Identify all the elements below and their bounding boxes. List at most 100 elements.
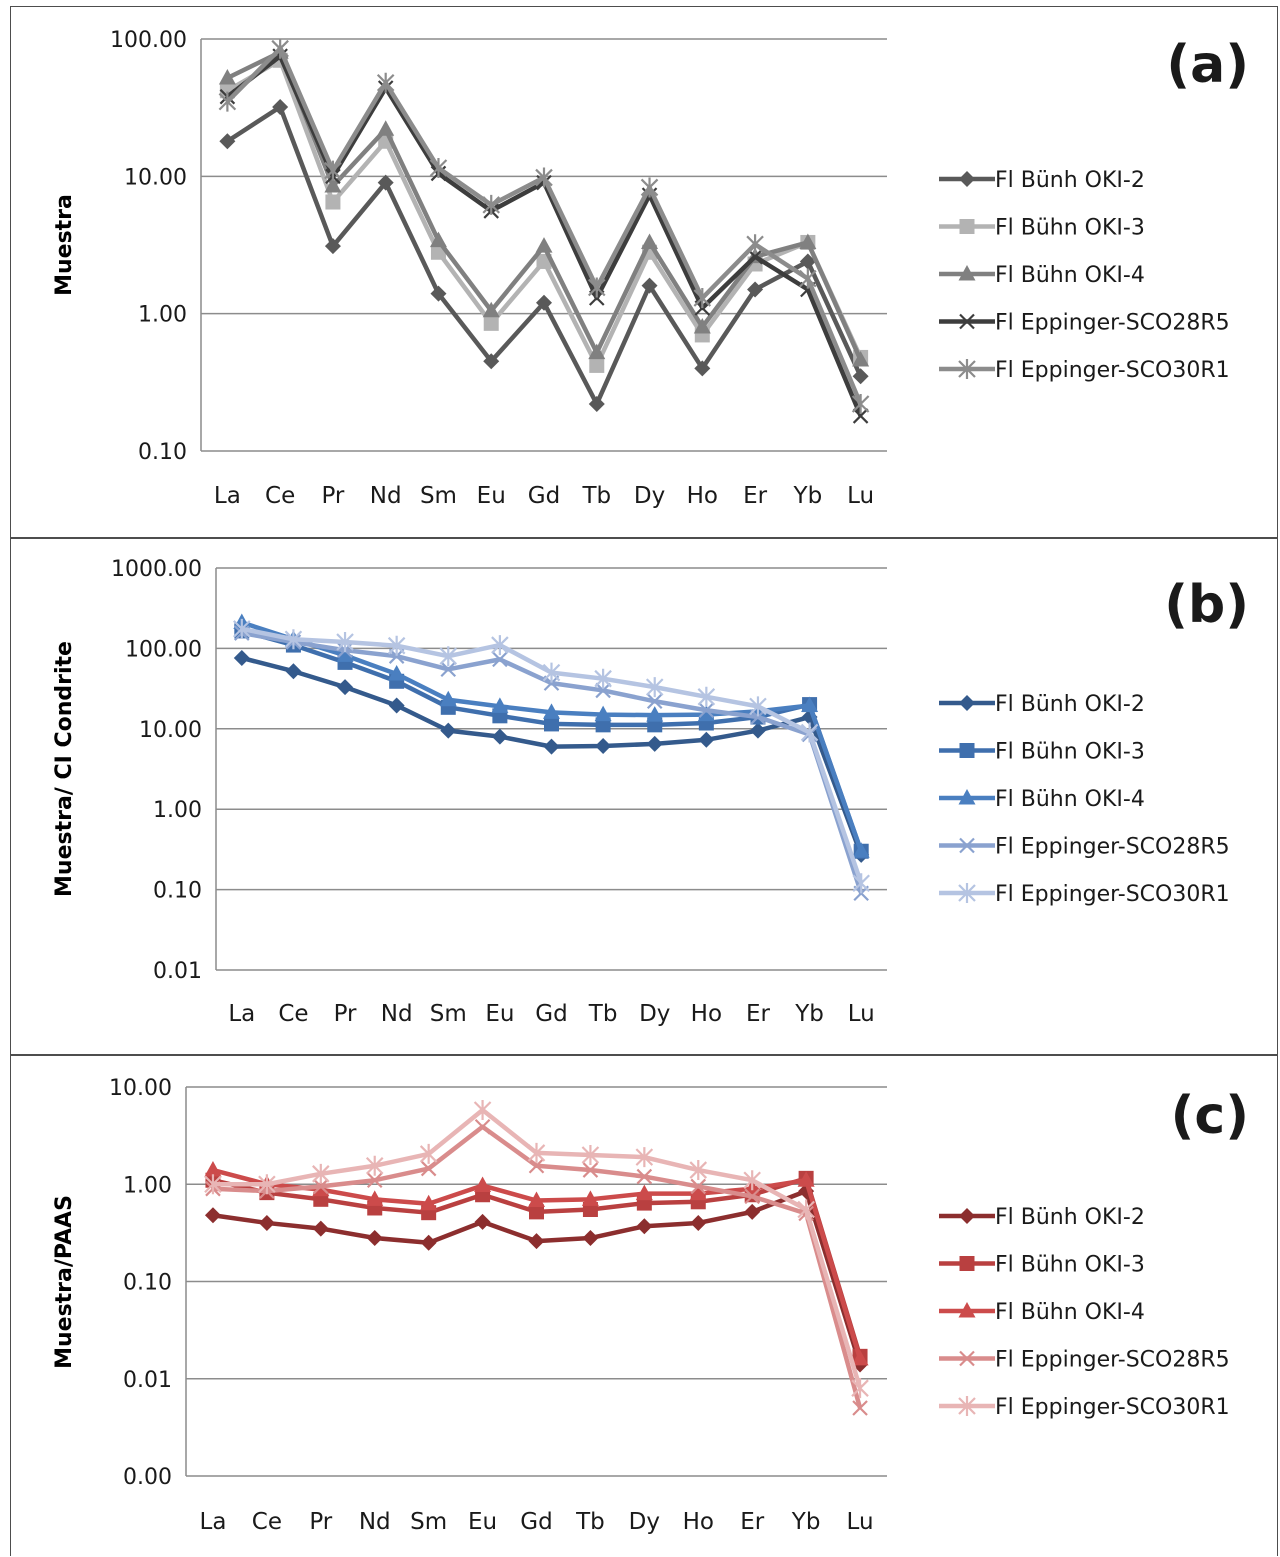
legend-label: Fl Bünh OKI-2 <box>995 1205 1145 1230</box>
data-point <box>218 69 236 85</box>
data-point <box>594 668 612 689</box>
data-point <box>646 706 664 722</box>
chart-panel-a: 100.00 10.00 1.00 0.10 Muestra La Ce Pr Nd Sm Eu Gd… <box>10 6 1278 538</box>
data-point <box>594 705 612 722</box>
data-point <box>204 1174 222 1195</box>
x-tick-label: Yb <box>794 1001 824 1027</box>
x-tick-label: Sm <box>420 483 457 509</box>
y-tick-label: 0.10 <box>123 1271 172 1296</box>
legend-item: Fl Bühn OKI-3 <box>939 1253 1145 1278</box>
chart-panel-b: 1000.00 100.00 10.00 1.00 0.10 0.01 Muestra/ C… <box>10 538 1278 1055</box>
data-point <box>689 1160 708 1181</box>
data-point <box>636 1218 653 1235</box>
series-line <box>241 655 864 856</box>
legend-item: Fl Eppinger-SCO30R1 <box>939 882 1230 907</box>
data-point <box>542 662 561 683</box>
data-point <box>635 1184 653 1201</box>
legend-marker <box>958 359 976 379</box>
data-point <box>491 697 509 713</box>
data-point <box>420 1234 437 1251</box>
x-tick-label: Nd <box>370 483 402 509</box>
x-tick-label: Dy <box>634 483 665 509</box>
legend-label: Fl Eppinger-SCO30R1 <box>995 358 1230 383</box>
legend-item: Fl Bühn OKI-4 <box>939 787 1145 812</box>
x-tick-label: La <box>200 1509 227 1535</box>
series-line <box>226 53 863 417</box>
data-point <box>527 1142 546 1163</box>
x-tick-label: Gd <box>528 483 560 509</box>
legend-marker <box>959 837 975 854</box>
data-point <box>582 1230 599 1247</box>
data-point <box>312 1220 329 1237</box>
x-tick-label: Yb <box>791 1509 821 1535</box>
y-axis-label: Muestra <box>52 194 77 296</box>
x-tick-label: Eu <box>468 1509 497 1535</box>
data-point <box>799 253 816 270</box>
series-1 <box>219 98 869 412</box>
x-tick-label: Dy <box>639 1001 670 1027</box>
data-point <box>430 285 447 302</box>
legend-marker <box>958 1302 976 1318</box>
legend-label: Fl Bühn OKI-4 <box>995 1300 1145 1325</box>
x-tick-label: Er <box>746 1001 771 1027</box>
data-point <box>698 731 715 748</box>
data-point <box>536 294 552 311</box>
y-axis-label: Muestra/ CI Condrite <box>52 641 77 897</box>
data-point <box>581 1144 600 1165</box>
legend-label: Fl Bühn OKI-3 <box>995 1253 1145 1278</box>
data-point <box>474 1213 491 1230</box>
data-point <box>233 649 250 666</box>
data-point <box>440 722 457 739</box>
data-point <box>746 234 764 255</box>
data-point <box>851 393 870 414</box>
data-point <box>420 1160 437 1177</box>
x-tick-label: Nd <box>359 1509 391 1535</box>
x-tick-label: Sm <box>430 1001 467 1027</box>
y-tick-label: 10.00 <box>109 1076 172 1101</box>
x-tick-label: Ho <box>687 483 718 509</box>
chart-b-svg: 1000.00 100.00 10.00 1.00 0.10 0.01 Muestra/ C… <box>52 557 1230 1027</box>
data-point <box>797 1171 815 1187</box>
data-point <box>641 277 658 294</box>
data-point <box>543 738 560 755</box>
data-point <box>595 738 612 755</box>
series-4 <box>219 48 869 424</box>
series-line <box>212 1124 863 1409</box>
data-point <box>366 1190 384 1206</box>
legend-marker <box>959 1256 975 1271</box>
data-point <box>535 167 553 188</box>
data-point <box>535 237 553 253</box>
data-point <box>749 696 767 717</box>
series-3 <box>233 613 870 858</box>
data-point <box>491 635 509 656</box>
data-point <box>588 343 606 360</box>
data-point <box>439 690 457 707</box>
data-point <box>440 661 457 678</box>
data-point <box>747 281 764 298</box>
data-point <box>387 635 406 656</box>
y-tick-label: 1.00 <box>138 303 187 328</box>
data-point <box>258 1174 276 1195</box>
x-tick-label: Gd <box>520 1509 552 1535</box>
x-tick-label: Ce <box>265 483 295 509</box>
y-tick-label: 1000.00 <box>111 557 202 582</box>
data-point <box>690 1178 707 1195</box>
data-point <box>313 1178 329 1195</box>
data-point <box>420 1194 438 1211</box>
data-point <box>544 716 559 732</box>
data-point <box>312 1163 330 1184</box>
x-tick-label: La <box>214 483 241 509</box>
data-point <box>429 231 447 248</box>
y-tick-label: 1.00 <box>153 798 202 823</box>
data-point <box>258 1214 275 1231</box>
data-point <box>482 194 501 215</box>
y-tick-label: 100.00 <box>125 637 202 662</box>
data-point <box>366 1230 383 1247</box>
x-tick-label: Yb <box>793 483 823 509</box>
legend-item: Fl Bühn OKI-4 <box>939 263 1145 288</box>
y-tick-label: 1.00 <box>123 1173 172 1198</box>
data-point <box>852 873 870 894</box>
data-point <box>589 357 605 373</box>
data-point <box>645 677 664 698</box>
legend-marker <box>959 743 975 758</box>
